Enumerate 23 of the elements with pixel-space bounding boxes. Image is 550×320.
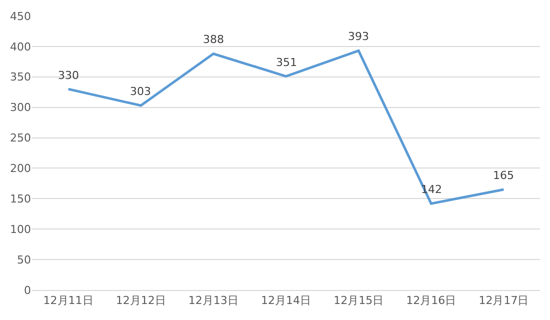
y-tick-label: 200: [10, 162, 31, 176]
y-tick-label: 150: [10, 192, 31, 206]
data-label: 351: [276, 56, 297, 69]
y-tick-label: 0: [24, 284, 31, 297]
data-label: 393: [348, 30, 369, 43]
data-label: 388: [203, 33, 224, 46]
data-label: 303: [130, 85, 151, 98]
y-tick-label: 50: [17, 253, 31, 266]
x-tick-label: 12月14日: [261, 294, 311, 308]
x-tick-label: 12月12日: [116, 294, 166, 308]
x-tick-label: 12月13日: [188, 294, 238, 308]
data-label: 330: [58, 69, 79, 82]
y-tick-label: 100: [10, 222, 31, 236]
data-label: 165: [493, 169, 514, 182]
x-tick-label: 12月11日: [43, 294, 94, 308]
y-tick-label: 300: [10, 101, 31, 114]
x-tick-label: 12月16日: [406, 294, 456, 308]
y-tick-label: 400: [10, 40, 31, 54]
x-tick-label: 12月17日: [478, 294, 529, 308]
y-tick-label: 250: [10, 132, 31, 145]
x-tick-label: 12月15日: [334, 294, 384, 308]
y-tick-label: 350: [10, 70, 31, 84]
y-tick-label: 450: [10, 10, 31, 23]
